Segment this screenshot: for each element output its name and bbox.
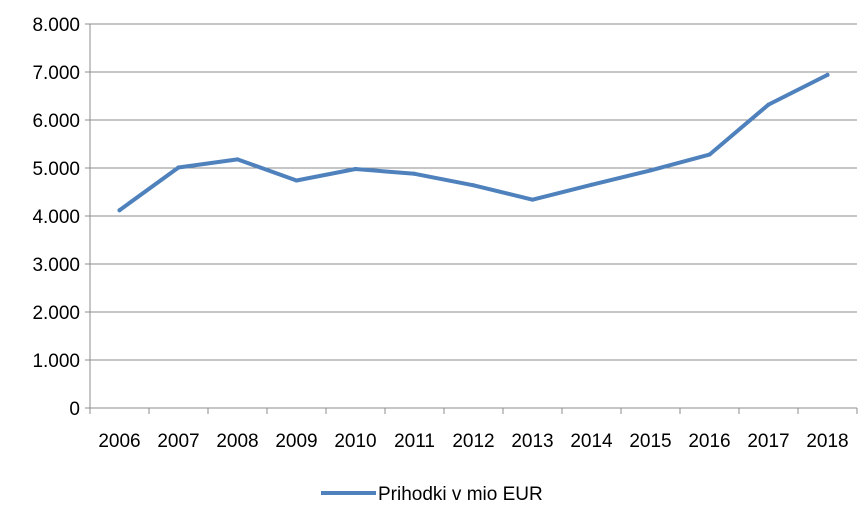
y-tick-label: 0	[69, 399, 80, 420]
x-tick-label: 2009	[275, 431, 317, 452]
y-tick-label: 7.000	[32, 63, 80, 84]
y-tick-label: 1.000	[32, 351, 80, 372]
y-tick-label: 3.000	[32, 255, 80, 276]
y-tick-label: 5.000	[32, 159, 80, 180]
data-point	[471, 183, 476, 188]
legend-label: Prihodki v mio EUR	[378, 484, 543, 505]
data-point	[294, 178, 299, 183]
gridlines	[90, 23, 857, 361]
x-tick-label: 2011	[394, 431, 435, 452]
x-tick-label: 2010	[334, 431, 376, 452]
y-tick-label: 2.000	[32, 303, 80, 324]
data-point	[530, 197, 535, 202]
data-point	[825, 72, 830, 77]
legend: Prihodki v mio EUR	[321, 484, 543, 505]
x-tick-label: 2015	[629, 431, 671, 452]
x-tick-label: 2018	[806, 431, 848, 452]
data-point	[117, 208, 122, 213]
x-tick-label: 2006	[98, 431, 140, 452]
data-point	[353, 166, 358, 171]
data-point	[235, 157, 240, 162]
series-line	[117, 72, 830, 213]
data-point	[412, 171, 417, 176]
x-tick-label: 2008	[216, 431, 258, 452]
x-tick-label: 2007	[157, 431, 199, 452]
y-tick-label: 6.000	[32, 111, 80, 132]
data-point	[176, 165, 181, 170]
y-tick-label: 8.000	[32, 15, 80, 36]
x-tick-label: 2012	[452, 431, 494, 452]
axes	[85, 23, 858, 414]
y-tick-label: 4.000	[32, 207, 80, 228]
data-point	[766, 102, 771, 107]
data-point	[707, 152, 712, 157]
x-tick-label: 2013	[511, 431, 553, 452]
x-tick-label: 2014	[570, 431, 613, 452]
y-axis-tick-labels: 0 1.000 2.000 3.000 4.000 5.000 6.000 7.000 8.00…	[32, 15, 80, 420]
x-tick-label: 2016	[688, 431, 730, 452]
x-axis-tick-labels: 2006 2007 2008 2009 2010 2011 2012 2013 2014 2015…	[98, 431, 848, 452]
data-point	[589, 182, 594, 187]
series-layer	[117, 72, 830, 213]
data-point	[648, 168, 653, 173]
x-tick-label: 2017	[747, 431, 789, 452]
